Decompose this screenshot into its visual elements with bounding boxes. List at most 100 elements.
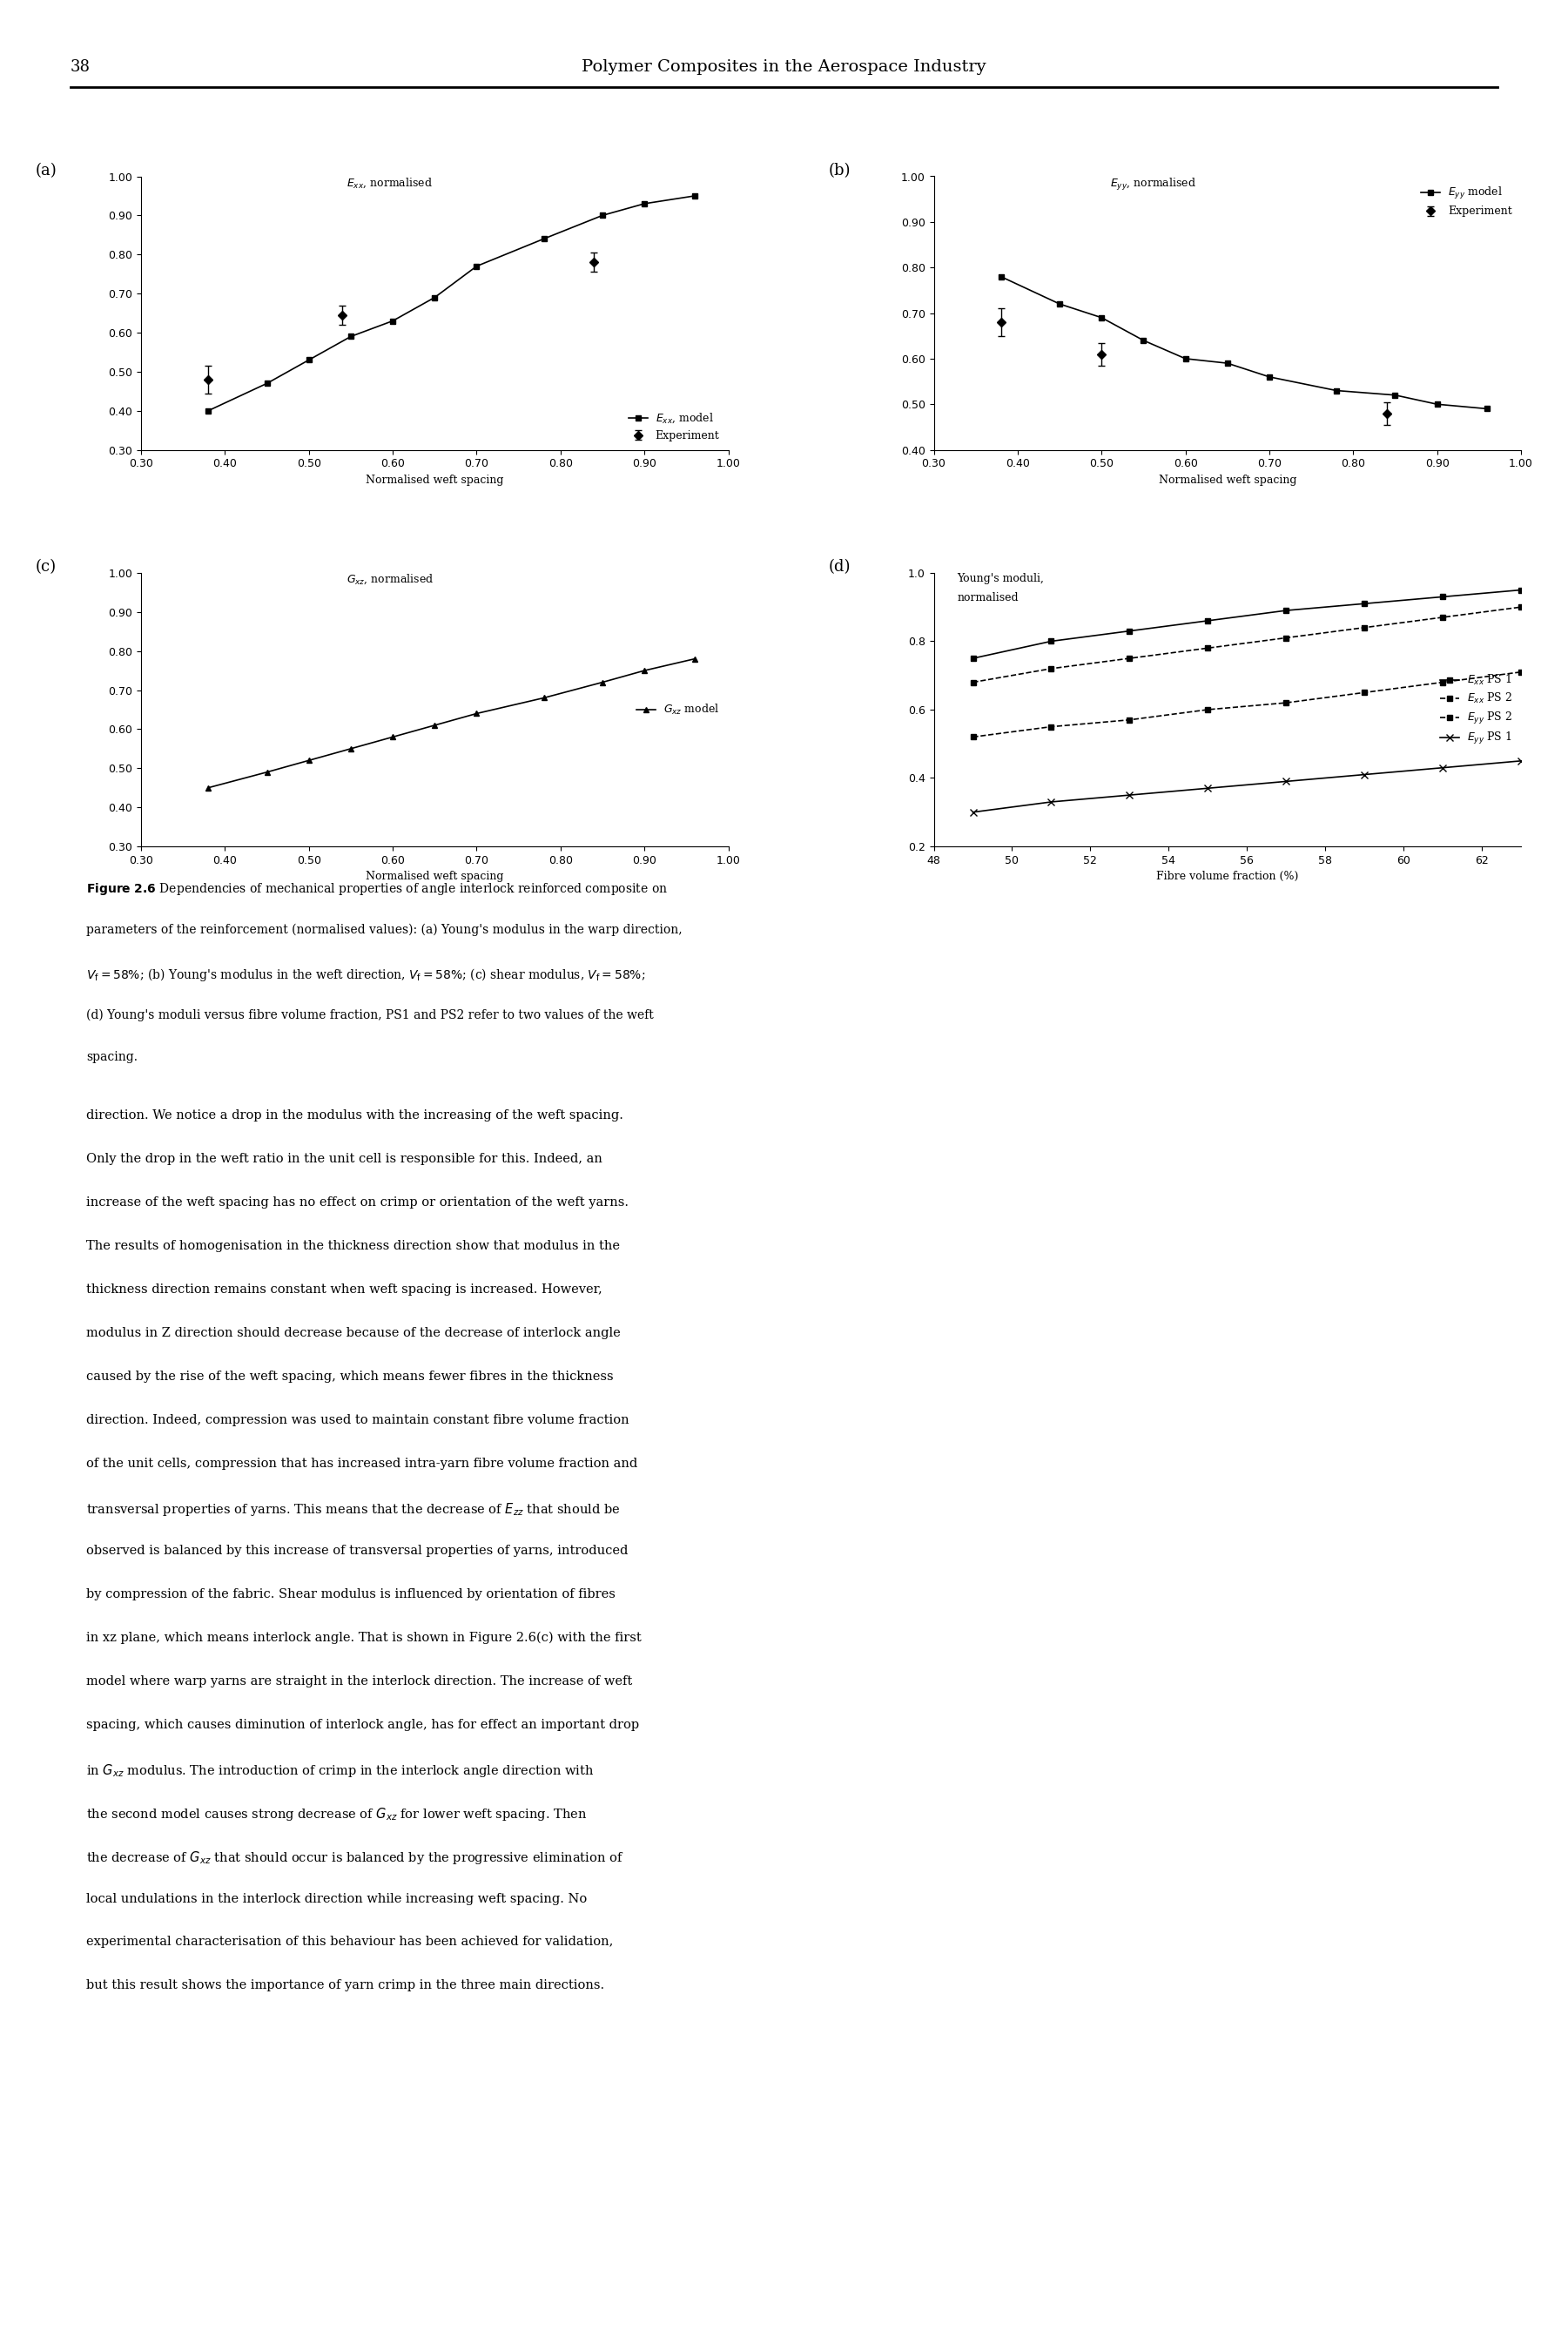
$E_{yy}$ PS 2 [1512, 658, 1530, 686]
Text: local undulations in the interlock direction while increasing weft spacing. No: local undulations in the interlock direc… [86, 1893, 586, 1904]
$E_{yy}$ model [1218, 348, 1237, 376]
$E_{xx}$, model [685, 181, 704, 209]
Text: spacing, which causes diminution of interlock angle, has for effect an important: spacing, which causes diminution of inte… [86, 1719, 640, 1730]
$E_{xx}$, model [635, 190, 654, 219]
Text: direction. We notice a drop in the modulus with the increasing of the weft spaci: direction. We notice a drop in the modul… [86, 1110, 624, 1121]
$E_{xx}$, model [383, 306, 401, 334]
Text: increase of the weft spacing has no effect on crimp or orientation of the weft y: increase of the weft spacing has no effe… [86, 1197, 629, 1208]
X-axis label: Normalised weft spacing: Normalised weft spacing [365, 475, 503, 487]
$E_{yy}$ model [1386, 381, 1405, 409]
$E_{xx}$ PS 1 [1041, 628, 1060, 656]
$E_{xx}$ PS 1 [1433, 583, 1452, 611]
$E_{xx}$ PS 1 [1276, 597, 1295, 625]
Line: $E_{xx}$ PS 1: $E_{xx}$ PS 1 [971, 588, 1524, 661]
$G_{xz}$ model [199, 773, 218, 802]
$E_{yy}$ model [1051, 289, 1069, 317]
Text: Young's moduli,: Young's moduli, [958, 574, 1044, 583]
Text: but this result shows the importance of yarn crimp in the three main directions.: but this result shows the importance of … [86, 1980, 604, 1991]
Line: $E_{xx}$ PS 2: $E_{xx}$ PS 2 [971, 604, 1524, 684]
Text: (d): (d) [828, 560, 850, 576]
$E_{xx}$ PS 1 [1120, 616, 1138, 644]
Text: thickness direction remains constant when weft spacing is increased. However,: thickness direction remains constant whe… [86, 1284, 602, 1295]
$E_{yy}$ model [1134, 327, 1152, 355]
Text: by compression of the fabric. Shear modulus is influenced by orientation of fibr: by compression of the fabric. Shear modu… [86, 1589, 616, 1601]
Text: $G_{xz}$, normalised: $G_{xz}$, normalised [347, 574, 434, 585]
$E_{yy}$ PS 1 [1120, 781, 1138, 809]
$E_{yy}$ PS 1 [1512, 748, 1530, 776]
$G_{xz}$ model [467, 698, 486, 726]
$E_{xx}$ PS 2 [963, 668, 982, 696]
Text: (d) Young's moduli versus fibre volume fraction, PS1 and PS2 refer to two values: (d) Young's moduli versus fibre volume f… [86, 1009, 654, 1020]
$E_{yy}$ PS 2 [1198, 696, 1217, 724]
Text: (c): (c) [36, 560, 56, 576]
Text: The results of homogenisation in the thickness direction show that modulus in th: The results of homogenisation in the thi… [86, 1241, 619, 1253]
$E_{yy}$ PS 1 [963, 797, 982, 825]
$E_{yy}$ model [1327, 376, 1345, 404]
$E_{xx}$ PS 2 [1355, 614, 1374, 642]
Text: in $G_{xz}$ modulus. The introduction of crimp in the interlock angle direction : in $G_{xz}$ modulus. The introduction of… [86, 1763, 594, 1780]
$E_{yy}$ PS 2 [1041, 712, 1060, 741]
Text: Polymer Composites in the Aerospace Industry: Polymer Composites in the Aerospace Indu… [582, 59, 986, 75]
Text: $\bf{Figure\ 2.6}$ Dependencies of mechanical properties of angle interlock rein: $\bf{Figure\ 2.6}$ Dependencies of mecha… [86, 882, 668, 898]
$E_{yy}$ model [1176, 346, 1195, 374]
Line: $G_{xz}$ model: $G_{xz}$ model [205, 656, 698, 790]
Text: $E_{yy}$, normalised: $E_{yy}$, normalised [1110, 176, 1196, 193]
Text: (a): (a) [36, 162, 56, 179]
$E_{xx}$, model [257, 369, 276, 397]
$G_{xz}$ model [383, 722, 401, 750]
X-axis label: Fibre volume fraction (%): Fibre volume fraction (%) [1156, 870, 1298, 882]
$E_{yy}$ PS 1 [1041, 788, 1060, 816]
Text: the second model causes strong decrease of $G_{xz}$ for lower weft spacing. Then: the second model causes strong decrease … [86, 1806, 586, 1822]
$G_{xz}$ model [299, 745, 318, 773]
Line: $E_{xx}$, model: $E_{xx}$, model [205, 193, 698, 414]
$E_{xx}$ PS 1 [1355, 590, 1374, 618]
Legend: $E_{xx}$ PS 1, $E_{xx}$ PS 2, $E_{yy}$ PS 2, $E_{yy}$ PS 1: $E_{xx}$ PS 1, $E_{xx}$ PS 2, $E_{yy}$ P… [1436, 668, 1516, 750]
$G_{xz}$ model [685, 644, 704, 672]
$E_{xx}$ PS 2 [1512, 592, 1530, 621]
$E_{xx}$, model [593, 202, 612, 230]
$G_{xz}$ model [593, 668, 612, 696]
Text: normalised: normalised [958, 592, 1019, 604]
Text: observed is balanced by this increase of transversal properties of yarns, introd: observed is balanced by this increase of… [86, 1545, 629, 1556]
$E_{xx}$, model [535, 226, 554, 254]
$E_{xx}$ PS 2 [1198, 635, 1217, 663]
$E_{yy}$ PS 2 [963, 722, 982, 750]
Line: $E_{yy}$ PS 2: $E_{yy}$ PS 2 [971, 670, 1524, 741]
Legend: $G_{xz}$ model: $G_{xz}$ model [633, 698, 723, 719]
$E_{xx}$, model [467, 252, 486, 280]
Text: in xz plane, which means interlock angle. That is shown in Figure 2.6(c) with th: in xz plane, which means interlock angle… [86, 1632, 641, 1643]
$E_{yy}$ PS 1 [1276, 766, 1295, 795]
$E_{yy}$ model [1428, 390, 1447, 418]
$E_{xx}$ PS 2 [1276, 623, 1295, 651]
Text: model where warp yarns are straight in the interlock direction. The increase of : model where warp yarns are straight in t… [86, 1674, 632, 1688]
Text: modulus in Z direction should decrease because of the decrease of interlock angl: modulus in Z direction should decrease b… [86, 1326, 621, 1340]
$E_{xx}$ PS 1 [1198, 607, 1217, 635]
$E_{yy}$ PS 2 [1276, 689, 1295, 717]
$E_{yy}$ model [1479, 395, 1497, 423]
Line: $E_{yy}$ model: $E_{yy}$ model [997, 273, 1491, 411]
$E_{yy}$ PS 1 [1355, 759, 1374, 788]
$E_{xx}$, model [342, 322, 361, 350]
$G_{xz}$ model [535, 684, 554, 712]
$E_{xx}$ PS 1 [1512, 576, 1530, 604]
X-axis label: Normalised weft spacing: Normalised weft spacing [1159, 475, 1297, 487]
Text: 38: 38 [71, 59, 91, 75]
$E_{yy}$ model [991, 263, 1010, 292]
Text: spacing.: spacing. [86, 1051, 138, 1063]
Text: experimental characterisation of this behaviour has been achieved for validation: experimental characterisation of this be… [86, 1935, 613, 1949]
$E_{yy}$ PS 2 [1433, 668, 1452, 696]
Text: caused by the rise of the weft spacing, which means fewer fibres in the thicknes: caused by the rise of the weft spacing, … [86, 1371, 613, 1382]
$E_{yy}$ PS 1 [1433, 755, 1452, 783]
Text: of the unit cells, compression that has increased intra-yarn fibre volume fracti: of the unit cells, compression that has … [86, 1458, 638, 1469]
$E_{xx}$, model [199, 397, 218, 426]
$G_{xz}$ model [635, 656, 654, 684]
Text: the decrease of $G_{xz}$ that should occur is balanced by the progressive elimin: the decrease of $G_{xz}$ that should occ… [86, 1848, 624, 1867]
Text: direction. Indeed, compression was used to maintain constant fibre volume fracti: direction. Indeed, compression was used … [86, 1413, 629, 1427]
$E_{yy}$ PS 2 [1355, 679, 1374, 708]
$E_{yy}$ PS 2 [1120, 705, 1138, 734]
$E_{xx}$ PS 2 [1433, 604, 1452, 632]
$E_{yy}$ PS 1 [1198, 773, 1217, 802]
$G_{xz}$ model [342, 734, 361, 762]
Text: transversal properties of yarns. This means that the decrease of $E_{zz}$ that s: transversal properties of yarns. This me… [86, 1502, 621, 1519]
$E_{yy}$ model [1093, 303, 1112, 331]
